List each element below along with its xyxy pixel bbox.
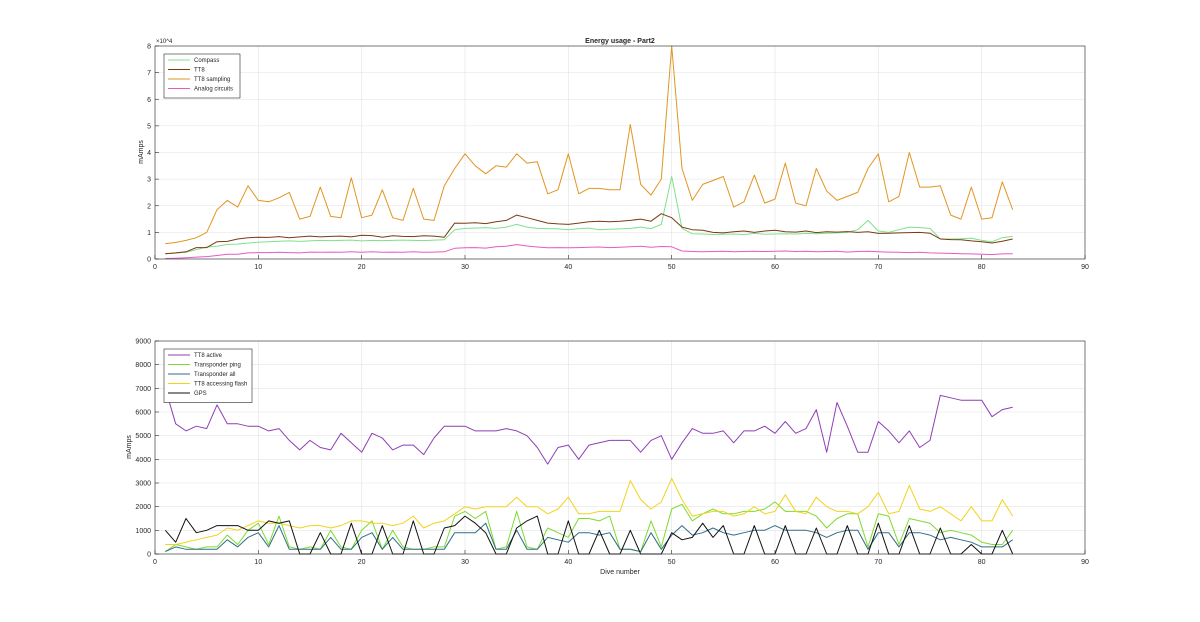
y-tick-label: 8000	[135, 362, 151, 369]
series-line-tt8	[165, 213, 1013, 255]
x-tick-label: 30	[461, 559, 469, 566]
y-tick-label: 7	[147, 70, 151, 77]
x-tick-label: 40	[564, 264, 572, 271]
y-tick-label: 4000	[135, 457, 151, 464]
legend-box	[163, 348, 253, 403]
y-tick-label: 0	[147, 552, 151, 559]
y-tick-label: 6000	[135, 410, 151, 417]
x-tick-labels: 0 10 20 30 40 50 60 70 80 90	[153, 559, 1089, 566]
x-tick-label: 20	[358, 264, 366, 271]
legend-label: Analog circuits	[194, 87, 233, 93]
y-tick-label: 1	[147, 230, 151, 237]
x-tick-labels: 0 10 20 30 40 50 60 70 80 90	[153, 264, 1089, 271]
series-group	[165, 45, 1014, 259]
x-tick-label: 10	[254, 264, 262, 271]
y-tick-label: 8	[147, 44, 151, 51]
y-tick-label: 6	[147, 97, 151, 104]
series-line-tt8-sampling	[165, 45, 1014, 245]
series-line-tt8-accessing-flash	[165, 477, 1014, 545]
y-axis-label: mAmps	[126, 435, 133, 459]
chart-title: Energy usage - Part2	[585, 38, 655, 45]
y-tick-label: 3	[147, 177, 151, 184]
y-tick-label: 0	[147, 257, 151, 264]
bottom-axes: 0 10 20 30 40 50 60 70 80 90 0 1000 2000 3000 4000 500…	[126, 339, 1089, 577]
legend: Compass TT8 TT8 sampling Analog circuits	[163, 53, 241, 99]
x-tick-label: 30	[461, 264, 469, 271]
legend-label: GPS	[194, 391, 207, 397]
x-tick-label: 20	[358, 559, 366, 566]
x-tick-label: 80	[978, 264, 986, 271]
legend-box	[163, 53, 241, 99]
y-tick-label: 3000	[135, 481, 151, 488]
y-exponent-label: ×10^4	[156, 39, 173, 45]
y-tick-label: 7000	[135, 386, 151, 393]
legend-label: TT8 accessing flash	[194, 382, 247, 388]
x-tick-label: 70	[874, 559, 882, 566]
x-tick-label: 70	[874, 264, 882, 271]
y-tick-label: 9000	[135, 339, 151, 346]
legend: TT8 active Transponder ping Transponder al…	[163, 348, 253, 403]
x-axis-label: Dive number	[600, 569, 640, 576]
legend-label: TT8 sampling	[194, 77, 230, 83]
x-tick-label: 80	[978, 559, 986, 566]
x-tick-label: 50	[668, 559, 676, 566]
series-line-tt8-active	[164, 388, 1013, 465]
legend-label: TT8	[194, 68, 205, 74]
x-tick-label: 0	[153, 264, 157, 271]
y-tick-label: 1000	[135, 528, 151, 535]
x-tick-label: 10	[254, 559, 262, 566]
y-tick-labels: 0 1000 2000 3000 4000 5000 6000 7000 8000 9000	[135, 339, 151, 559]
axes-box	[154, 45, 1086, 260]
axes-box	[154, 340, 1086, 555]
x-tick-label: 90	[1081, 559, 1089, 566]
x-tick-label: 40	[564, 559, 572, 566]
legend-label: Transponder ping	[194, 363, 241, 369]
y-tick-label: 2000	[135, 504, 151, 511]
y-tick-label: 5	[147, 123, 151, 130]
x-tick-label: 0	[153, 559, 157, 566]
top-axes: 0 10 20 30 40 50 60 70 80 90 0 1 2 3 4 5 6 7 8 Energy usa…	[138, 38, 1089, 271]
y-tick-label: 5000	[135, 433, 151, 440]
series-line-analog-circuits	[165, 244, 1013, 259]
x-tick-label: 50	[668, 264, 676, 271]
x-tick-label: 90	[1081, 264, 1089, 271]
series-line-compass	[165, 176, 1013, 255]
series-line-transponder-ping	[165, 501, 1014, 553]
y-tick-label: 4	[147, 150, 151, 157]
y-tick-label: 2	[147, 203, 151, 210]
plot-area	[155, 341, 1085, 554]
x-tick-label: 60	[771, 559, 779, 566]
y-axis-label: mAmps	[138, 140, 145, 164]
y-tick-labels: 0 1 2 3 4 5 6 7 8	[147, 44, 151, 264]
x-tick-label: 60	[771, 264, 779, 271]
legend-label: TT8 active	[194, 353, 223, 359]
legend-label: Compass	[194, 58, 219, 64]
legend-label: Transponder all	[194, 372, 235, 378]
